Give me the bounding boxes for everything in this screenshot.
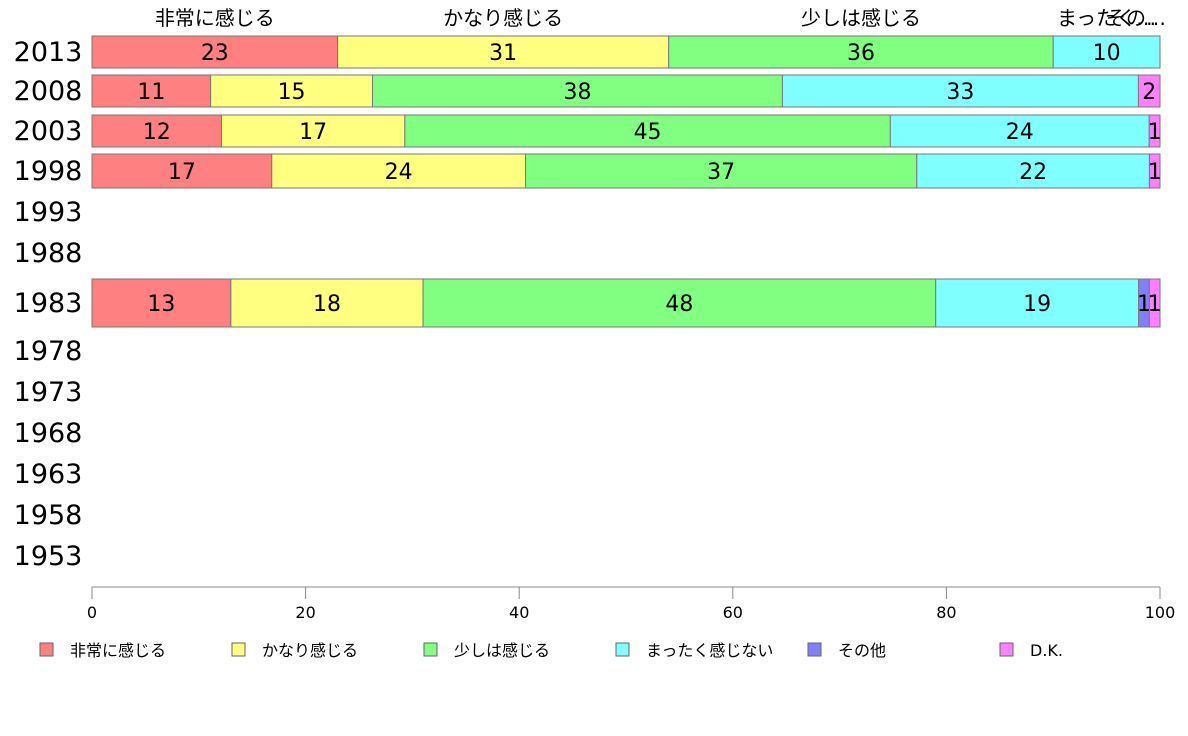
year-label-1958: 1958 (14, 500, 83, 531)
bar-value-2013-series-3: 10 (1093, 41, 1121, 66)
bar-value-2008-series-5: 2 (1142, 80, 1156, 105)
bar-2013-series-1 (337, 35, 670, 69)
year-label-2003: 2003 (14, 116, 83, 147)
bar-value-1983-series-2: 48 (665, 292, 693, 317)
top-label-1: かなり感じる (443, 6, 563, 30)
year-label-1963: 1963 (14, 459, 83, 490)
bar-2008-series-3 (781, 74, 1139, 108)
top-label-2: 少しは感じる (801, 6, 921, 30)
bar-value-2013-series-2: 36 (847, 41, 875, 66)
bar-2003-series-1 (220, 114, 406, 148)
x-tick-label-20: 20 (295, 603, 315, 622)
year-label-1988: 1988 (14, 238, 83, 269)
bar-2003-series-3 (889, 114, 1150, 148)
year-label-1978: 1978 (14, 336, 83, 367)
bar-1998-series-2 (525, 153, 918, 189)
bar-value-2003-series-0: 12 (143, 120, 171, 145)
bar-2008-series-5 (1137, 74, 1161, 108)
bar-1983-series-5 (1148, 278, 1161, 328)
bar-value-1983-series-0: 13 (147, 292, 175, 317)
bar-1998-series-1 (271, 153, 527, 189)
bar-1983-series-2 (422, 278, 937, 328)
bar-2003-series-5 (1148, 114, 1161, 148)
x-axis: 0 20 40 60 80 100 (87, 586, 1176, 622)
year-label-2013: 2013 (14, 37, 83, 68)
year-label-1993: 1993 (14, 197, 83, 228)
year-label-1983: 1983 (14, 288, 83, 319)
bar-value-2008-series-2: 38 (563, 80, 591, 105)
bar-2008-series-0 (91, 74, 212, 108)
bar-1998-series-3 (916, 153, 1150, 189)
legend-label-3: まったく感じない (646, 641, 773, 660)
bar-value-2003-series-1: 17 (299, 120, 327, 145)
top-category-labels: 非常に感じる かなり感じる 少しは感じる まったく…その… (155, 6, 1166, 30)
bar-value-1983-series-5: 1 (1148, 292, 1162, 317)
bar-2013-series-2 (668, 35, 1054, 69)
bar-value-1983-series-4: 1 (1137, 292, 1151, 317)
bar-value-2003-series-3: 24 (1006, 120, 1034, 145)
bar-value-2013-series-1: 31 (489, 41, 517, 66)
bar-value-2008-series-1: 15 (278, 80, 306, 105)
bar-2008-series-2 (371, 74, 783, 108)
year-label-2008: 2008 (14, 76, 83, 107)
year-axis-labels: 2013 2008 2003 1998 1993 1988 1983 1978 1973 1968… (14, 37, 83, 572)
x-tick-label-100: 100 (1145, 603, 1176, 622)
legend-swatch-5 (999, 642, 1014, 657)
legend-label-4: その他 (838, 641, 886, 660)
legend-label-2: 少しは感じる (454, 641, 550, 660)
legend-label-1: かなり感じる (262, 641, 358, 660)
bar-value-2008-series-3: 33 (946, 80, 974, 105)
bar-value-1998-series-3: 22 (1019, 160, 1047, 185)
year-label-1953: 1953 (14, 541, 83, 572)
bar-value-2003-series-5: 1 (1148, 120, 1162, 145)
bar-2013-series-0 (91, 35, 339, 69)
legend-swatch-4 (807, 642, 822, 657)
top-label-3: まったく… (1057, 6, 1156, 30)
legend-swatch-0 (39, 642, 54, 657)
bar-value-1998-series-2: 37 (707, 160, 735, 185)
bar-2003-series-0 (91, 114, 222, 148)
bar-1998-series-5 (1148, 153, 1161, 189)
bar-value-1983-series-1: 18 (313, 292, 341, 317)
bar-value-1998-series-0: 17 (168, 160, 196, 185)
bar-value-1998-series-5: 1 (1148, 160, 1162, 185)
bar-1983-series-0 (91, 278, 232, 328)
bar-value-2013-series-0: 23 (201, 41, 229, 66)
x-tick-label-80: 80 (936, 603, 956, 622)
legend-label-0: 非常に感じる (70, 641, 166, 660)
year-label-1998: 1998 (14, 156, 83, 187)
top-label-4: その… (1106, 6, 1166, 30)
legend-label-5: D.K. (1030, 641, 1063, 660)
bar-1983-series-3 (935, 278, 1140, 328)
bar-value-2003-series-2: 45 (634, 120, 662, 145)
legend-swatch-1 (231, 642, 246, 657)
bar-value-1983-series-3: 19 (1023, 292, 1051, 317)
year-label-1968: 1968 (14, 418, 83, 449)
x-tick-label-60: 60 (723, 603, 743, 622)
bar-2008-series-1 (210, 74, 373, 108)
bar-2013-series-3 (1052, 35, 1161, 69)
top-label-0: 非常に感じる (155, 6, 275, 30)
bar-value-2008-series-0: 11 (137, 80, 165, 105)
x-tick-label-40: 40 (509, 603, 529, 622)
legend-swatch-2 (423, 642, 438, 657)
bar-2003-series-2 (404, 114, 891, 148)
year-label-1973: 1973 (14, 377, 83, 408)
legend: 非常に感じる かなり感じる 少しは感じる まったく感じない その他 D.K. (39, 641, 1063, 660)
bar-value-1998-series-1: 24 (385, 160, 413, 185)
x-tick-label-0: 0 (87, 603, 97, 622)
legend-swatch-3 (615, 642, 630, 657)
